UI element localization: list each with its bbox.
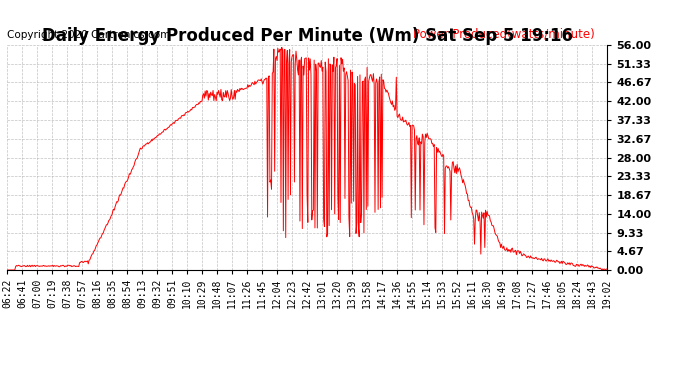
Title: Daily Energy Produced Per Minute (Wm) Sat Sep 5 19:16: Daily Energy Produced Per Minute (Wm) Sa… bbox=[41, 27, 573, 45]
Text: Power Produced(watts/minute): Power Produced(watts/minute) bbox=[413, 27, 595, 40]
Text: Copyright 2020 Cartronics.com: Copyright 2020 Cartronics.com bbox=[7, 30, 170, 40]
